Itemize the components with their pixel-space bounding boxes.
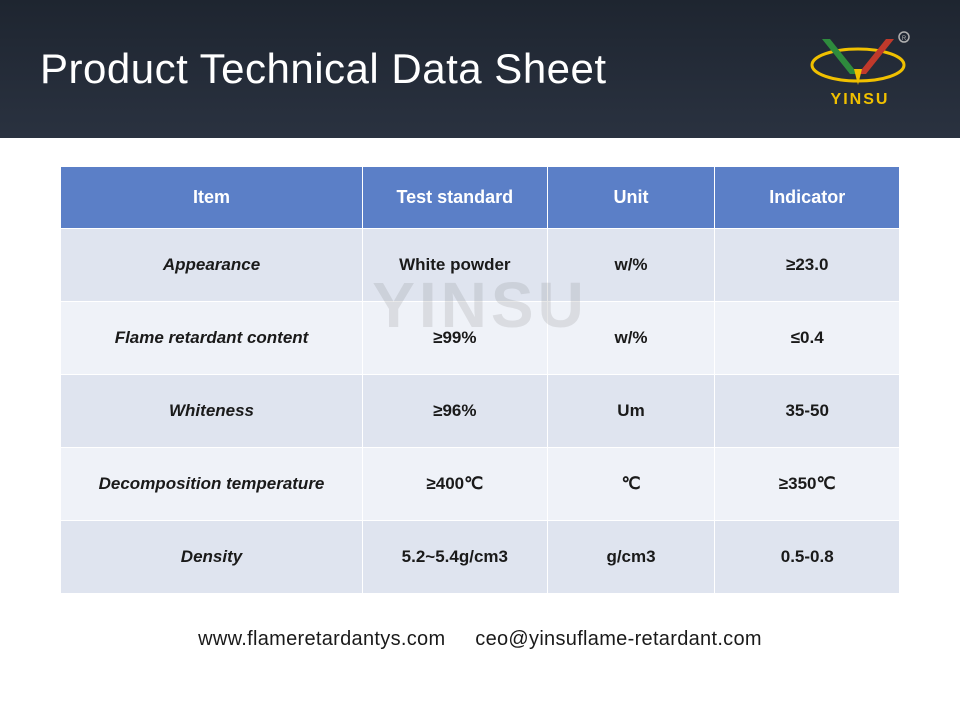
brand-logo: R YINSU — [800, 29, 920, 109]
table-header: Item Test standard Unit Indicator — [61, 167, 900, 229]
cell-test: ≥400℃ — [363, 448, 548, 521]
cell-unit: w/% — [547, 229, 715, 302]
cell-test: ≥99% — [363, 302, 548, 375]
logo-svg: R — [800, 29, 920, 89]
table-row: Flame retardant content ≥99% w/% ≤0.4 — [61, 302, 900, 375]
col-indicator: Indicator — [715, 167, 900, 229]
cell-item: Whiteness — [61, 375, 363, 448]
cell-unit: g/cm3 — [547, 521, 715, 594]
cell-indicator: ≥350℃ — [715, 448, 900, 521]
cell-indicator: 35-50 — [715, 375, 900, 448]
header-bar: Product Technical Data Sheet R YINSU — [0, 0, 960, 138]
cell-unit: ℃ — [547, 448, 715, 521]
cell-unit: Um — [547, 375, 715, 448]
cell-indicator: ≤0.4 — [715, 302, 900, 375]
content-area: YINSU Item Test standard Unit Indicator … — [0, 138, 960, 651]
cell-item: Appearance — [61, 229, 363, 302]
col-item: Item — [61, 167, 363, 229]
col-test-standard: Test standard — [363, 167, 548, 229]
table-body: Appearance White powder w/% ≥23.0 Flame … — [61, 229, 900, 594]
col-unit: Unit — [547, 167, 715, 229]
cell-indicator: 0.5-0.8 — [715, 521, 900, 594]
footer-email: ceo@yinsuflame-retardant.com — [475, 628, 762, 650]
cell-unit: w/% — [547, 302, 715, 375]
cell-indicator: ≥23.0 — [715, 229, 900, 302]
cell-item: Density — [61, 521, 363, 594]
svg-text:R: R — [902, 36, 907, 42]
cell-item: Flame retardant content — [61, 302, 363, 375]
data-table: Item Test standard Unit Indicator Appear… — [60, 166, 900, 594]
cell-item: Decomposition temperature — [61, 448, 363, 521]
footer: www.flameretardantys.com ceo@yinsuflame-… — [60, 628, 900, 651]
logo-mark: R — [800, 29, 920, 89]
cell-test: White powder — [363, 229, 548, 302]
cell-test: ≥96% — [363, 375, 548, 448]
page-title: Product Technical Data Sheet — [40, 45, 607, 93]
logo-text: YINSU — [831, 91, 890, 109]
table-row: Appearance White powder w/% ≥23.0 — [61, 229, 900, 302]
cell-test: 5.2~5.4g/cm3 — [363, 521, 548, 594]
table-row: Whiteness ≥96% Um 35-50 — [61, 375, 900, 448]
footer-website: www.flameretardantys.com — [198, 628, 445, 650]
table-row: Decomposition temperature ≥400℃ ℃ ≥350℃ — [61, 448, 900, 521]
table-row: Density 5.2~5.4g/cm3 g/cm3 0.5-0.8 — [61, 521, 900, 594]
